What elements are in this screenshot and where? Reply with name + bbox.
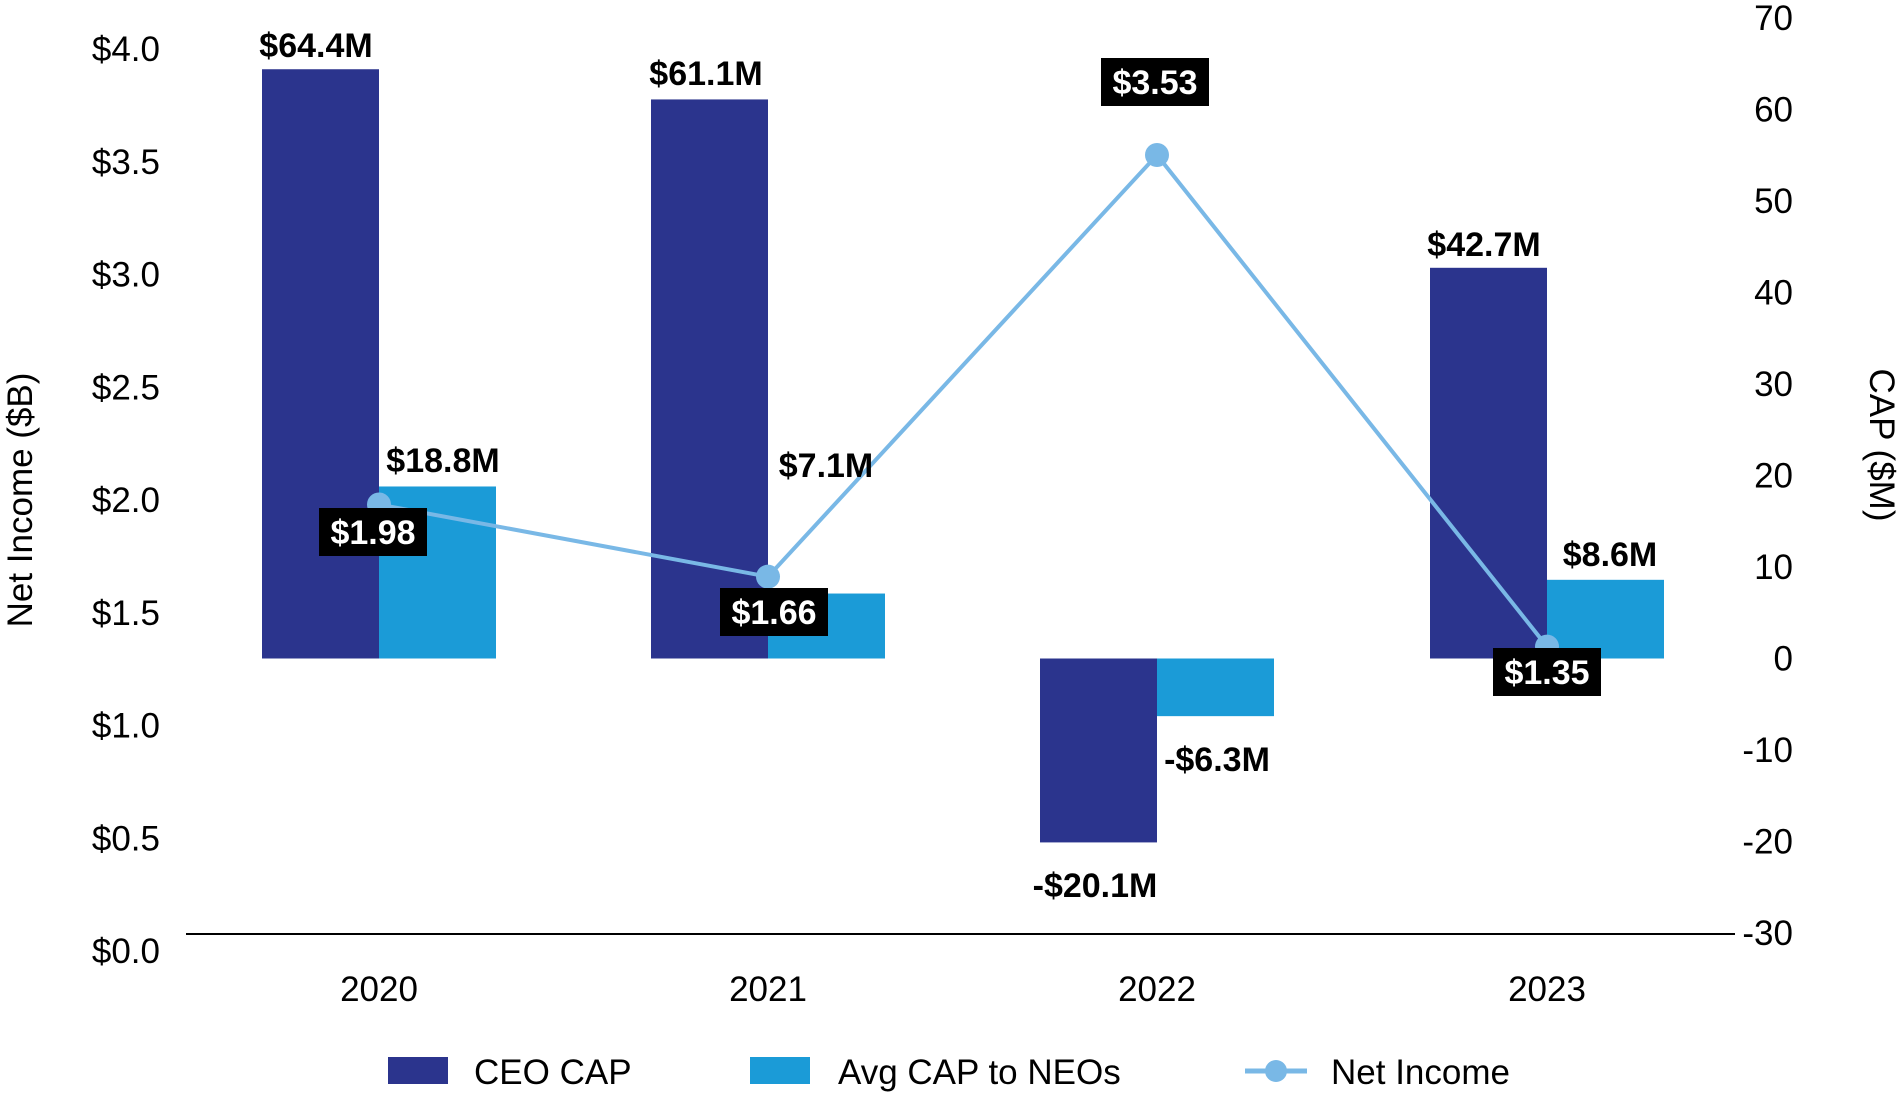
- x-tick-label: 2020: [340, 970, 418, 1009]
- left-tick-label: $2.5: [92, 368, 160, 407]
- left-tick-label: $2.0: [92, 481, 160, 520]
- legend-swatch-avg-cap-neos: [750, 1057, 810, 1084]
- right-tick-label: 40: [1754, 274, 1793, 313]
- ceo-cap-data-label: -$20.1M: [1033, 867, 1158, 905]
- right-tick-label: 30: [1754, 365, 1793, 404]
- net-income-data-label: $1.98: [330, 514, 415, 552]
- right-axis-ticks: -30 -20 -10 0 10 20 30 40 50 60 70: [1742, 0, 1793, 953]
- right-axis-title: CAP ($M): [1862, 369, 1901, 522]
- left-tick-label: $3.0: [92, 256, 160, 295]
- right-tick-label: 70: [1754, 0, 1793, 38]
- left-axis-title: Net Income ($B): [1, 373, 40, 628]
- right-tick-label: -20: [1742, 823, 1793, 862]
- ceo-cap-bar: [1040, 658, 1157, 843]
- legend-label-avg-cap-neos: Avg CAP to NEOs: [838, 1053, 1121, 1092]
- left-tick-label: $4.0: [92, 30, 160, 69]
- right-tick-label: 50: [1754, 182, 1793, 221]
- x-tick-label: 2023: [1508, 970, 1586, 1009]
- ceo-cap-bar: [1430, 267, 1547, 659]
- left-tick-label: $0.0: [92, 932, 160, 971]
- ceo-cap-data-label: $64.4M: [259, 27, 372, 65]
- left-tick-label: $1.5: [92, 594, 160, 633]
- ceo-cap-data-label: $61.1M: [649, 55, 762, 93]
- bars: [262, 69, 1664, 843]
- right-tick-label: 60: [1754, 91, 1793, 130]
- net-income-label-box: [1101, 58, 1209, 106]
- left-axis-ticks: $0.0 $0.5 $1.0 $1.5 $2.0 $2.5 $3.0 $3.5 $4.0: [92, 30, 160, 971]
- ceo-cap-bar: [262, 69, 379, 659]
- net-income-label-box: [1493, 648, 1601, 696]
- ceo-cap-data-label: $42.7M: [1427, 226, 1540, 264]
- x-axis-ticks: 2020 2021 2022 2023: [340, 970, 1586, 1009]
- net-income-label-box: [319, 508, 427, 556]
- net-income-marker: [1145, 142, 1169, 167]
- net-income-data-label: $1.66: [731, 594, 816, 632]
- right-tick-label: -30: [1742, 914, 1793, 953]
- right-tick-label: 20: [1754, 457, 1793, 496]
- right-tick-label: -10: [1742, 731, 1793, 770]
- avg-cap-neos-data-label: -$6.3M: [1164, 741, 1270, 779]
- left-tick-label: $0.5: [92, 819, 160, 858]
- net-income-data-label: $3.53: [1112, 64, 1197, 102]
- legend-marker-net-income: [1265, 1060, 1287, 1082]
- legend: CEO CAP Avg CAP to NEOs Net Income: [388, 1053, 1510, 1092]
- net-income-data-label: $1.35: [1504, 654, 1589, 692]
- right-tick-label: 10: [1754, 548, 1793, 587]
- net-income-line-path: [378, 151, 1549, 648]
- x-tick-label: 2021: [729, 970, 807, 1009]
- avg-cap-neos-data-label: $8.6M: [1563, 536, 1658, 574]
- left-tick-label: $1.0: [92, 707, 160, 746]
- right-tick-label: 0: [1774, 640, 1793, 679]
- x-tick-label: 2022: [1118, 970, 1196, 1009]
- net-income-marker: [756, 564, 780, 589]
- legend-label-net-income: Net Income: [1331, 1053, 1510, 1092]
- legend-swatch-ceo-cap: [388, 1057, 448, 1084]
- avg-cap-neos-data-label: $7.1M: [779, 447, 874, 485]
- legend-label-ceo-cap: CEO CAP: [474, 1053, 632, 1092]
- left-tick-label: $3.5: [92, 143, 160, 182]
- net-income-line: [367, 142, 1559, 659]
- avg-cap-neos-bar: [1157, 658, 1274, 717]
- avg-cap-neos-data-label: $18.8M: [386, 442, 499, 480]
- avg-cap-neos-bar: [1547, 579, 1664, 659]
- net-income-label-box: [720, 588, 828, 636]
- data-labels: $64.4M $61.1M -$20.1M $42.7M $18.8M $7.1M -$6.…: [259, 27, 1657, 905]
